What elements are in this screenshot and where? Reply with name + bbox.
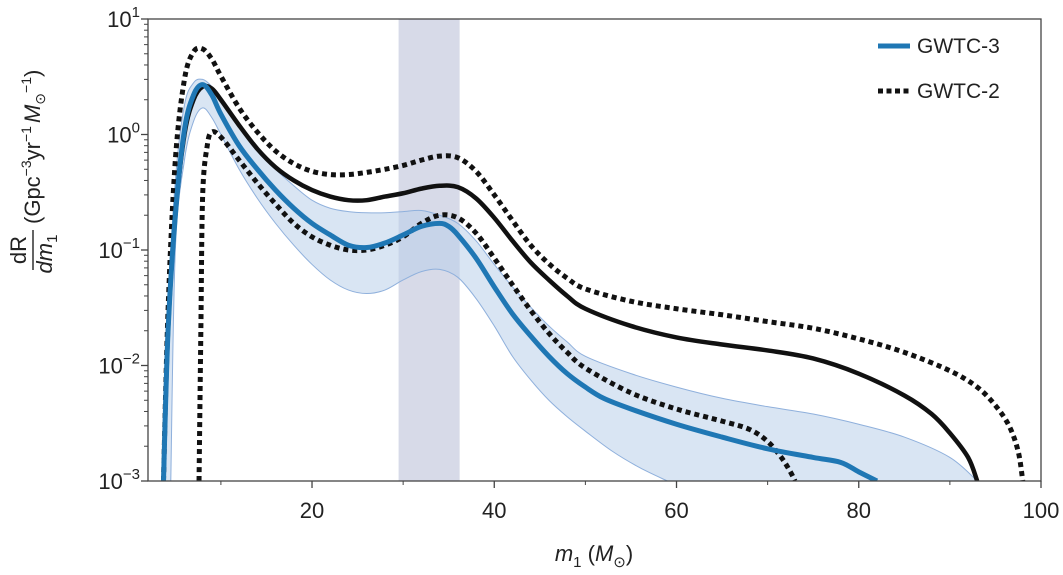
y-axis-units: (Gpc−3yr−1M⊙−1) xyxy=(18,70,48,224)
x-axis-var: m xyxy=(555,541,573,566)
x-tick-label: 40 xyxy=(482,498,506,523)
x-axis-ticks: 20 40 60 80 100 xyxy=(220,481,1060,523)
y-axis-label: dR dm1 (Gpc−3yr−1M⊙−1) xyxy=(6,70,61,274)
y-axis-denominator: dm1 xyxy=(32,235,61,274)
gwtc3-median-line xyxy=(160,82,879,481)
legend-label-gwtc3: GWTC-3 xyxy=(917,35,1000,58)
gwtc2-upper-dotted-line xyxy=(160,45,1026,481)
x-tick-label: 80 xyxy=(847,498,871,523)
y-tick-label: 10−2 xyxy=(98,351,140,379)
gwtc2-lower-dotted-line xyxy=(196,129,798,481)
x-axis-var-sub: 1 xyxy=(573,554,581,571)
y-tick-label: 10−1 xyxy=(98,235,140,263)
x-axis-unit: M xyxy=(595,541,614,566)
y-tick-label: 10−3 xyxy=(98,466,140,494)
x-tick-label: 60 xyxy=(664,498,688,523)
legend-label-gwtc2: GWTC-2 xyxy=(917,80,1000,103)
x-tick-label: 100 xyxy=(1023,498,1060,523)
series-line-layer xyxy=(160,45,1026,481)
x-axis-open-paren: ( xyxy=(581,541,595,566)
x-axis-unit-sub: ⊙ xyxy=(613,554,626,571)
legend: GWTC-3 GWTC-2 xyxy=(878,35,1000,103)
y-axis-numerator: dR xyxy=(6,236,31,264)
x-axis-close-paren: ) xyxy=(626,541,633,566)
y-axis-ticks: 10−3 10−2 10−1 100 101 xyxy=(98,4,148,494)
x-axis-label: m1 (M⊙) xyxy=(555,541,633,571)
y-tick-label: 101 xyxy=(107,4,140,32)
x-tick-label: 20 xyxy=(300,498,324,523)
y-tick-label: 100 xyxy=(107,120,140,148)
